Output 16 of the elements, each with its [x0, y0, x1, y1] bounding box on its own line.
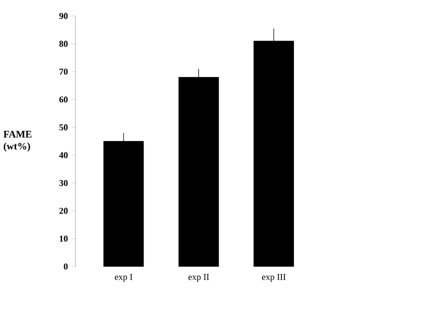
- y-tick-label: 70: [60, 68, 68, 74]
- x-tick-label: exp I: [114, 274, 132, 282]
- y-tick-label: 80: [59, 40, 68, 47]
- x-tick-label: exp III: [262, 274, 286, 282]
- y-tick-label: 90: [59, 12, 68, 19]
- y-tick-label: 60: [59, 96, 68, 102]
- y-axis-title: FAME (wt%): [4, 130, 32, 152]
- y-tick-label: 20: [59, 208, 68, 214]
- y-tick-label: 10: [60, 235, 68, 242]
- y-tick-label: 40: [59, 152, 68, 158]
- y-tick-label: 30: [59, 180, 68, 186]
- bar: [103, 140, 144, 267]
- y-tick-label: 0: [64, 263, 68, 270]
- bar: [178, 76, 219, 267]
- x-tick-label: exp II: [188, 274, 209, 282]
- y-tick-label: 50: [59, 124, 68, 130]
